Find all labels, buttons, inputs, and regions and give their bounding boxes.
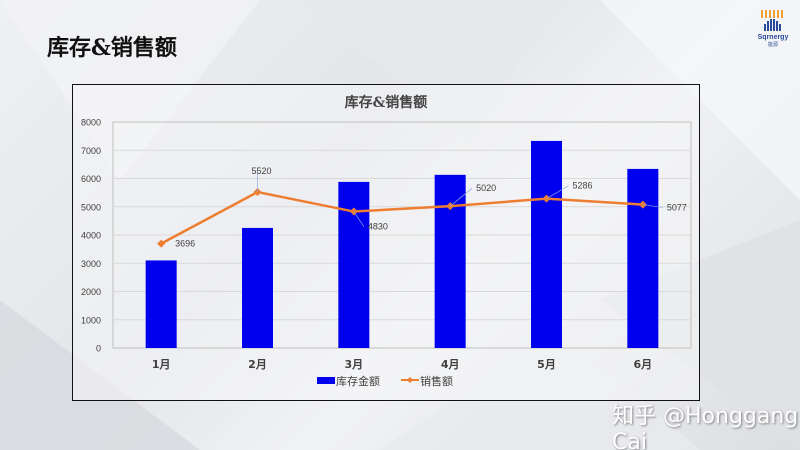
svg-text:4830: 4830 <box>368 222 388 232</box>
svg-text:2月: 2月 <box>248 358 267 371</box>
svg-text:5月: 5月 <box>537 358 556 371</box>
bar-inventory <box>242 227 273 348</box>
svg-text:4000: 4000 <box>81 231 101 241</box>
svg-text:8000: 8000 <box>81 118 101 128</box>
svg-text:销售额: 销售额 <box>420 374 453 388</box>
svg-text:7000: 7000 <box>81 146 101 156</box>
svg-text:1000: 1000 <box>81 315 101 325</box>
bar-inventory <box>145 260 177 348</box>
bar-inventory <box>531 140 562 348</box>
bar-inventory <box>338 181 370 348</box>
svg-text:3000: 3000 <box>81 259 101 269</box>
watermark: 知乎 @Honggang Cai <box>612 404 799 450</box>
svg-text:1月: 1月 <box>152 358 171 371</box>
svg-text:5286: 5286 <box>573 181 593 191</box>
svg-text:6月: 6月 <box>634 358 653 371</box>
svg-text:5020: 5020 <box>476 183 496 193</box>
svg-text:6000: 6000 <box>81 174 101 184</box>
bar-inventory <box>627 168 659 348</box>
slide-title: 库存&销售额 <box>47 35 177 61</box>
svg-text:5000: 5000 <box>81 202 101 212</box>
chart-title: 库存&销售额 <box>344 95 428 111</box>
svg-text:2000: 2000 <box>81 287 101 297</box>
chart-container: 库存&销售额 0 1000 2000 3000 4000 5000 6000 7000 8000… <box>72 84 700 401</box>
combo-chart: 0 1000 2000 3000 4000 5000 6000 7000 8000 1月 2月 3月 4… <box>81 118 692 388</box>
svg-text:0: 0 <box>96 344 101 354</box>
svg-text:5520: 5520 <box>251 166 271 176</box>
svg-text:能源: 能源 <box>768 41 778 48</box>
svg-text:库存金额: 库存金额 <box>336 374 380 388</box>
company-logo: Sqrnergy 能源 <box>752 8 794 48</box>
svg-text:5077: 5077 <box>667 203 687 213</box>
svg-text:3月: 3月 <box>345 358 364 371</box>
svg-text:Sqrnergy: Sqrnergy <box>758 34 789 41</box>
svg-text:4月: 4月 <box>441 358 460 371</box>
svg-text:3696: 3696 <box>175 239 195 249</box>
bar-inventory <box>434 174 466 348</box>
